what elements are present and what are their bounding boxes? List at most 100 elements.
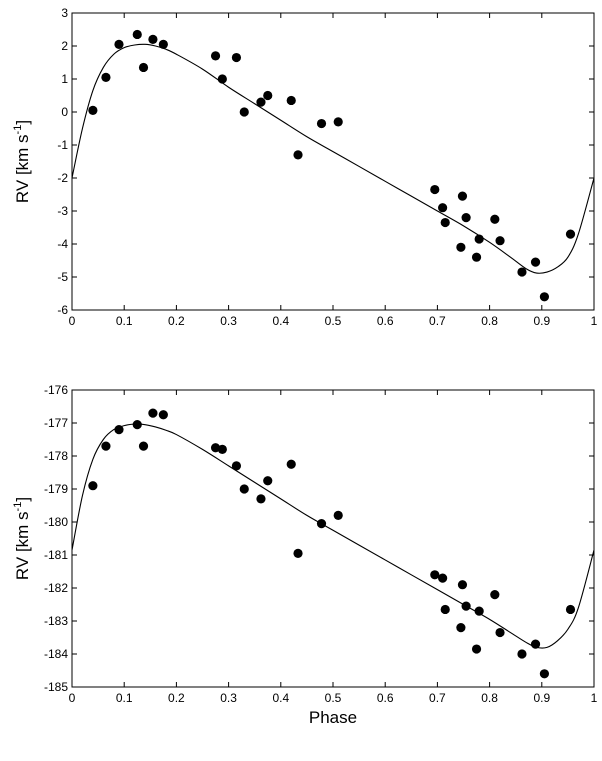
y-tick-label: -179 bbox=[44, 482, 68, 496]
data-point bbox=[286, 95, 296, 106]
data-point bbox=[88, 105, 98, 115]
data-point bbox=[438, 573, 448, 583]
model-curve bbox=[71, 43, 595, 274]
data-point bbox=[430, 570, 440, 580]
x-tick-label: 0.9 bbox=[533, 691, 550, 705]
data-point bbox=[217, 444, 227, 454]
data-point bbox=[158, 39, 168, 49]
data-point bbox=[456, 623, 466, 633]
x-axis-label: Phase bbox=[309, 708, 357, 727]
y-axis-label-text-end: ] bbox=[13, 497, 32, 502]
data-point bbox=[114, 39, 124, 49]
x-tick-label: 0.6 bbox=[377, 314, 394, 328]
model-curve bbox=[71, 423, 595, 649]
data-point bbox=[101, 441, 111, 451]
y-tick-label: -185 bbox=[44, 680, 68, 694]
y-axis-label-text-end: ] bbox=[13, 120, 32, 125]
data-point bbox=[440, 217, 450, 228]
y-tick-label: -178 bbox=[44, 449, 68, 463]
y-tick-label: -5 bbox=[57, 270, 68, 284]
y-axis-label-text: RV [km s bbox=[13, 511, 32, 580]
plot-frame bbox=[71, 389, 595, 688]
data-point bbox=[490, 590, 500, 600]
y-tick-label: -2 bbox=[57, 171, 68, 185]
data-point bbox=[263, 90, 273, 101]
data-point bbox=[457, 191, 468, 201]
data-point bbox=[517, 649, 527, 659]
data-point bbox=[231, 461, 242, 471]
x-tick-label: 0.7 bbox=[429, 314, 446, 328]
data-point bbox=[256, 97, 266, 107]
data-point bbox=[158, 410, 168, 420]
y-tick-label: -182 bbox=[44, 581, 68, 595]
data-point bbox=[490, 214, 500, 224]
data-point bbox=[565, 229, 576, 239]
x-tick-label: 0.9 bbox=[533, 314, 550, 328]
x-tick-label: 0.3 bbox=[220, 314, 237, 328]
x-tick-label: 1 bbox=[591, 314, 598, 328]
data-point bbox=[457, 580, 468, 590]
data-point bbox=[517, 267, 527, 277]
data-point bbox=[333, 117, 343, 127]
y-axis-label-superscript: -1 bbox=[12, 502, 24, 512]
data-point bbox=[333, 510, 343, 520]
x-tick-label: 0 bbox=[69, 314, 76, 328]
data-point bbox=[293, 548, 303, 558]
y-axis-label-superscript: -1 bbox=[12, 125, 24, 135]
x-tick-label: 0.1 bbox=[116, 691, 133, 705]
x-tick-label: 0.2 bbox=[168, 691, 185, 705]
data-point bbox=[539, 292, 550, 302]
data-point bbox=[210, 51, 221, 61]
data-point bbox=[239, 484, 249, 494]
x-tick-label: 0 bbox=[69, 691, 76, 705]
x-tick-label: 0.8 bbox=[481, 691, 498, 705]
y-tick-label: -176 bbox=[44, 383, 68, 397]
x-tick-label: 1 bbox=[591, 691, 598, 705]
x-tick-label: 0.4 bbox=[272, 314, 289, 328]
x-tick-label: 0.5 bbox=[325, 691, 342, 705]
x-tick-label: 0.6 bbox=[377, 691, 394, 705]
y-tick-label: 3 bbox=[61, 6, 68, 20]
y-tick-label: -1 bbox=[57, 138, 68, 152]
y-tick-label: -183 bbox=[44, 614, 68, 628]
x-tick-label: 0.3 bbox=[220, 691, 237, 705]
y-tick-label: -184 bbox=[44, 647, 68, 661]
data-point bbox=[88, 481, 98, 491]
data-point bbox=[114, 425, 124, 435]
data-point bbox=[316, 118, 327, 129]
data-point bbox=[148, 34, 158, 45]
y-axis-label: RV [km s-1] bbox=[12, 120, 32, 203]
data-point bbox=[461, 213, 471, 223]
y-tick-label: -177 bbox=[44, 416, 68, 430]
data-point bbox=[286, 459, 296, 469]
data-point bbox=[495, 236, 505, 246]
x-tick-label: 0.8 bbox=[481, 314, 498, 328]
data-point bbox=[456, 242, 466, 252]
data-point bbox=[138, 62, 149, 73]
x-tick-label: 0.7 bbox=[429, 691, 446, 705]
x-tick-label: 0.1 bbox=[116, 314, 133, 328]
data-point bbox=[440, 604, 450, 615]
data-point bbox=[471, 644, 482, 654]
data-point bbox=[101, 72, 111, 82]
y-tick-label: 0 bbox=[61, 105, 68, 119]
data-point bbox=[239, 107, 249, 117]
chart-panel-bottom: 0 0.1 0.2 0.3 0.4 0.5 0.6 0.7 0.8 0.9 1 -185 -184 -18… bbox=[12, 383, 598, 727]
y-tick-label: -6 bbox=[57, 303, 68, 317]
data-point bbox=[263, 476, 273, 486]
data-point bbox=[148, 408, 158, 418]
data-point bbox=[539, 669, 550, 679]
y-axis-label: RV [km s-1] bbox=[12, 497, 32, 580]
x-tick-label: 0.5 bbox=[325, 314, 342, 328]
data-point bbox=[471, 252, 482, 262]
y-tick-label: -180 bbox=[44, 515, 68, 529]
data-point bbox=[132, 29, 142, 40]
y-tick-label: -181 bbox=[44, 548, 68, 562]
data-point bbox=[438, 203, 448, 213]
data-point bbox=[138, 441, 149, 451]
data-point bbox=[256, 494, 266, 504]
data-point bbox=[217, 74, 227, 84]
x-tick-label: 0.4 bbox=[272, 691, 289, 705]
data-point bbox=[132, 420, 142, 430]
y-axis-label-text: RV [km s bbox=[13, 134, 32, 203]
